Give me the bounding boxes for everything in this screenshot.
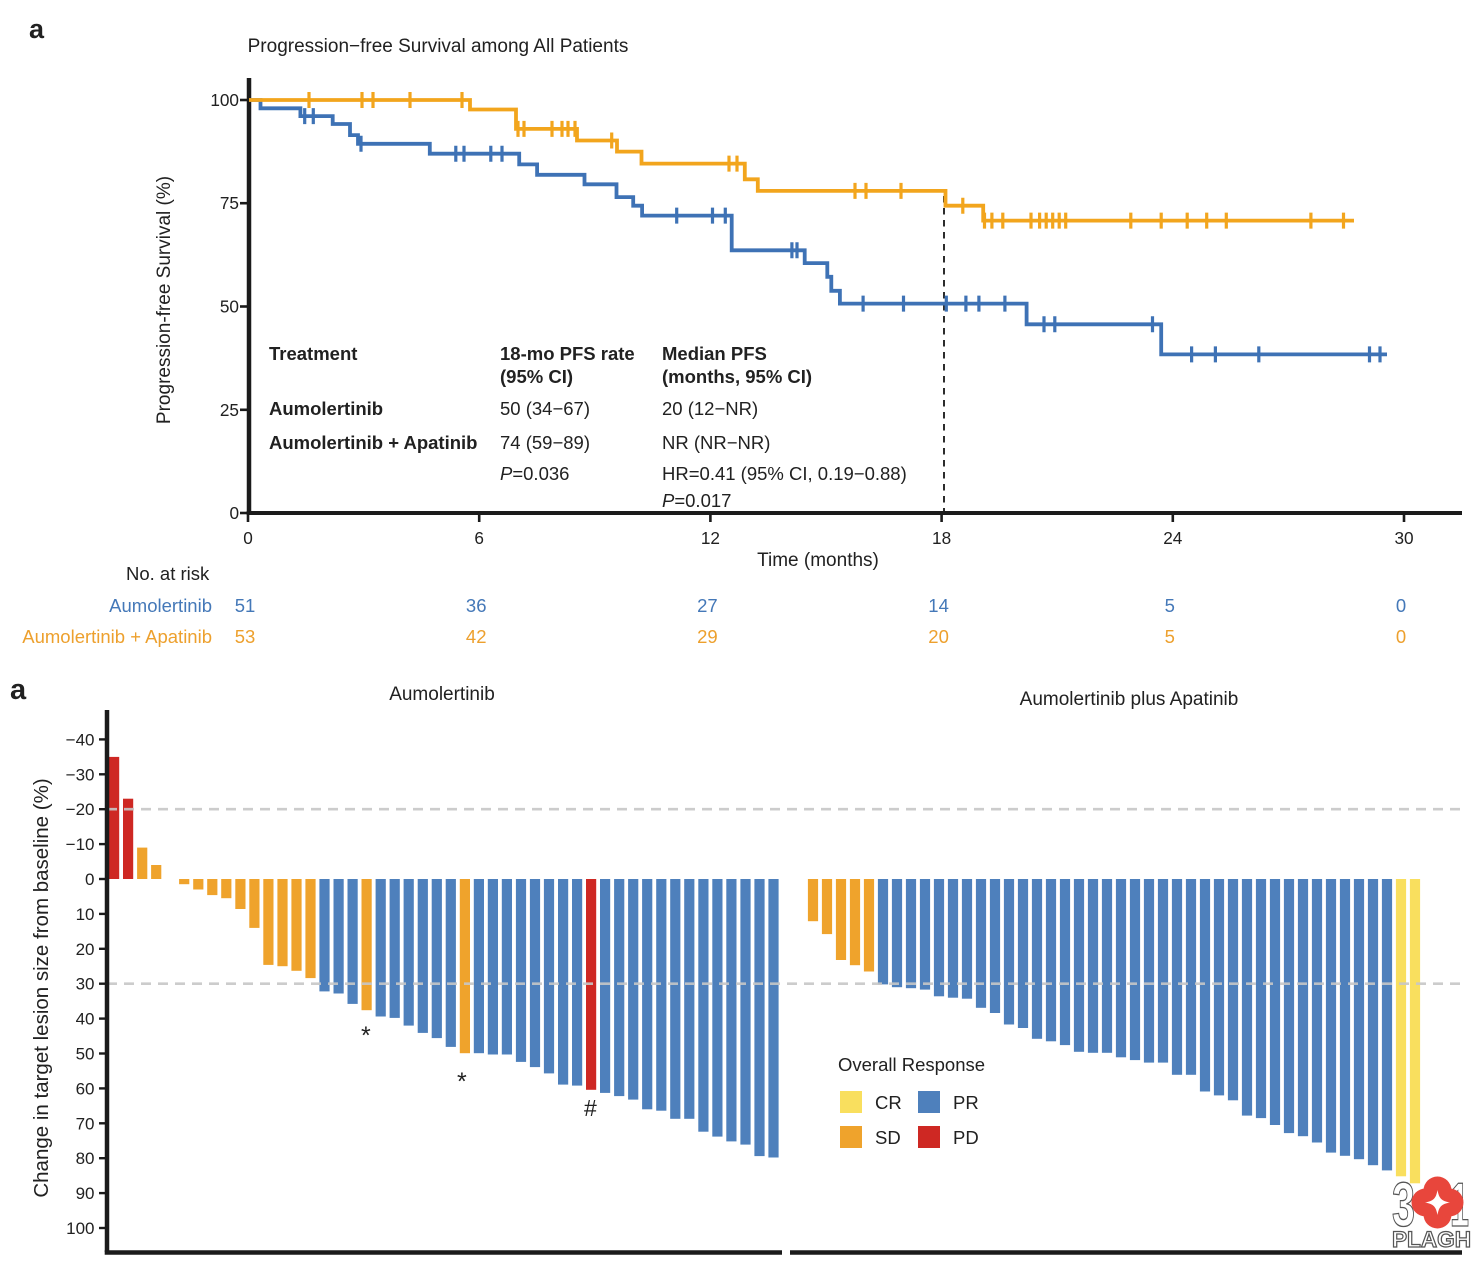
svg-text:*: * [457,1068,467,1096]
svg-text:18: 18 [932,528,951,548]
svg-text:50 (34−67): 50 (34−67) [500,398,590,419]
svg-text:Aumolertinib + Apatinib: Aumolertinib + Apatinib [269,432,477,453]
svg-text:*: * [361,1022,371,1050]
svg-text:Median PFS: Median PFS [662,343,767,364]
svg-text:100: 100 [210,90,239,110]
svg-text:Overall Response: Overall Response [838,1054,985,1075]
svg-text:3: 3 [1392,1171,1415,1240]
svg-text:51: 51 [235,595,256,616]
svg-text:NR (NR−NR): NR (NR−NR) [662,432,770,453]
svg-text:74 (59−89): 74 (59−89) [500,432,590,453]
svg-text:5: 5 [1165,626,1175,647]
svg-text:−10: −10 [66,835,95,854]
svg-text:53: 53 [235,626,256,647]
svg-text:−20: −20 [66,800,95,819]
svg-text:30: 30 [76,975,95,994]
svg-text:20 (12−NR): 20 (12−NR) [662,398,758,419]
svg-text:No. at risk: No. at risk [126,563,210,584]
svg-text:−30: −30 [66,765,95,784]
svg-text:PLAGH: PLAGH [1392,1227,1471,1252]
svg-text:a: a [10,674,27,706]
svg-text:27: 27 [697,595,718,616]
svg-text:0: 0 [229,503,239,523]
svg-text:50: 50 [220,297,239,317]
svg-text:PD: PD [953,1127,979,1148]
svg-text:90: 90 [76,1184,95,1203]
svg-text:0: 0 [1396,626,1406,647]
svg-text:40: 40 [76,1010,95,1029]
svg-text:80: 80 [76,1149,95,1168]
svg-text:10: 10 [76,905,95,924]
svg-text:29: 29 [697,626,718,647]
svg-text:Aumolertinib + Apatinib: Aumolertinib + Apatinib [22,626,212,647]
svg-text:70: 70 [76,1114,95,1133]
svg-text:75: 75 [220,193,239,213]
svg-text:P=0.017: P=0.017 [662,490,731,511]
svg-text:#: # [584,1095,597,1121]
svg-text:Aumolertinib: Aumolertinib [109,595,212,616]
svg-text:25: 25 [220,400,239,420]
svg-text:6: 6 [474,528,484,548]
svg-text:36: 36 [466,595,487,616]
svg-text:(95% CI): (95% CI) [500,366,573,387]
svg-text:−40: −40 [66,730,95,749]
svg-text:5: 5 [1165,595,1175,616]
svg-text:14: 14 [928,595,949,616]
svg-text:60: 60 [76,1079,95,1098]
svg-text:0: 0 [85,870,94,889]
svg-text:100: 100 [66,1219,94,1238]
svg-text:24: 24 [1163,528,1183,548]
svg-text:Aumolertinib: Aumolertinib [389,684,495,705]
svg-text:Aumolertinib plus Apatinib: Aumolertinib plus Apatinib [1020,689,1239,710]
svg-text:Progression−free Survival amon: Progression−free Survival among All Pati… [248,36,629,57]
svg-text:a: a [29,14,45,44]
svg-text:Time (months): Time (months) [757,550,879,571]
svg-text:30: 30 [1394,528,1413,548]
svg-text:(months, 95% CI): (months, 95% CI) [662,366,812,387]
svg-text:12: 12 [701,528,720,548]
svg-text:0: 0 [1396,595,1406,616]
svg-text:SD: SD [875,1127,901,1148]
svg-text:Aumolertinib: Aumolertinib [269,398,383,419]
svg-text:0: 0 [243,528,253,548]
svg-text:Change in target lesion size f: Change in target lesion size from baseli… [30,778,53,1197]
svg-text:20: 20 [928,626,949,647]
svg-text:20: 20 [76,940,95,959]
svg-text:CR: CR [875,1092,902,1113]
svg-text:HR=0.41 (95% CI, 0.19−0.88): HR=0.41 (95% CI, 0.19−0.88) [662,463,907,484]
svg-text:PR: PR [953,1092,979,1113]
svg-text:Progression-free Survival (%): Progression-free Survival (%) [154,176,175,424]
svg-text:42: 42 [466,626,487,647]
svg-text:18-mo PFS rate: 18-mo PFS rate [500,343,635,364]
svg-text:Treatment: Treatment [269,343,357,364]
svg-text:50: 50 [76,1045,95,1064]
svg-text:P=0.036: P=0.036 [500,463,569,484]
